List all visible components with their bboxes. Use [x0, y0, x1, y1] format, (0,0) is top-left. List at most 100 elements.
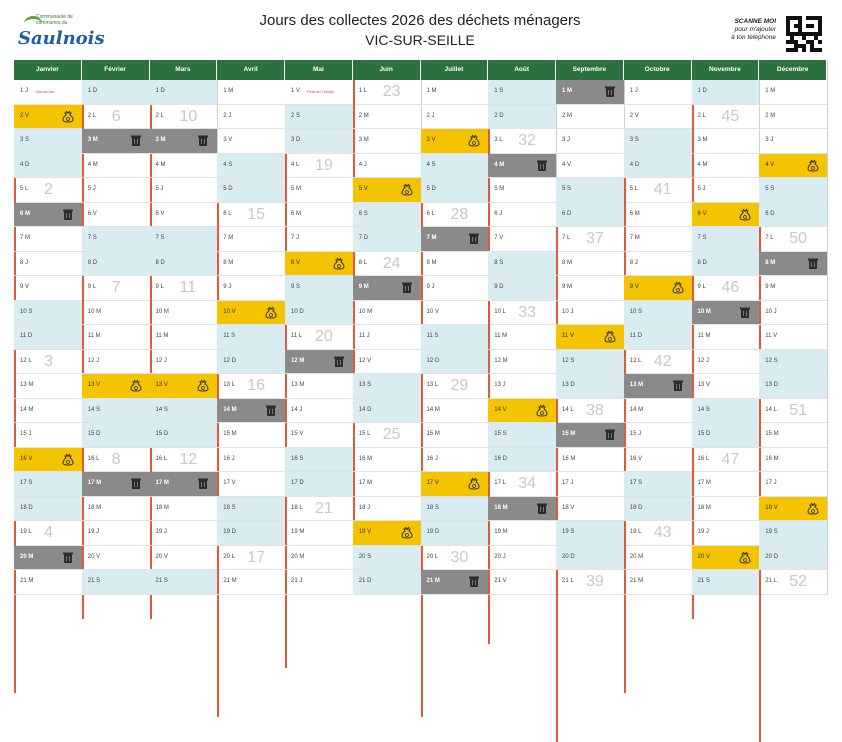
- trash-bin-icon: [130, 477, 142, 490]
- day-cell: 3 S: [14, 129, 82, 154]
- day-label: 2 S: [291, 112, 301, 119]
- day-label: 3 J: [562, 137, 571, 143]
- day-cell: 14 L 51: [759, 398, 827, 570]
- day-label: 13 M: [20, 382, 34, 388]
- day-cell: 9 L 46: [691, 276, 760, 448]
- week-start-line: [149, 276, 152, 448]
- qr-code-icon[interactable]: [786, 16, 822, 52]
- day-label: 3 V: [426, 137, 436, 143]
- day-cell: 5 J: [81, 178, 150, 203]
- month-column-9: Octobre 1 J 2 V 3 S 4 D 5 L 41 6 M 7 M 8 J 9 V 10 S…: [623, 60, 693, 693]
- day-cell-yellow-bag: 2 V: [14, 104, 82, 129]
- week-number: 16: [247, 377, 266, 394]
- trash-bin-icon: [739, 306, 751, 319]
- day-label: 21 L: [765, 578, 777, 584]
- day-label: 16 J: [426, 455, 438, 462]
- day-label: 8 J: [629, 259, 638, 266]
- qr-module: [802, 16, 806, 20]
- qr-module: [786, 32, 790, 36]
- qr-module: [802, 24, 806, 28]
- trash-bin-icon: [536, 502, 548, 515]
- day-label: 4 D: [629, 161, 640, 168]
- qr-module: [810, 16, 814, 20]
- recycling-bag-icon: [807, 159, 819, 172]
- day-label: 12 D: [426, 357, 440, 364]
- qr-module: [802, 44, 806, 48]
- day-cell-bin: 20 M: [14, 545, 82, 570]
- day-label: 2 L: [87, 112, 97, 119]
- day-cell: 14 J: [285, 399, 353, 423]
- day-cell: 6 L 28: [420, 202, 489, 374]
- day-label: 17 D: [291, 480, 304, 486]
- day-cell: 19 M: [285, 521, 353, 546]
- day-cell: 11 M: [81, 325, 150, 350]
- day-cell: 20 M: [623, 546, 692, 570]
- week-number: 28: [450, 205, 469, 223]
- trash-bin-icon: [604, 428, 616, 441]
- day-label: 18 S: [223, 504, 236, 511]
- day-label: 10 J: [765, 308, 777, 315]
- day-cell: 12 L 42: [623, 349, 692, 521]
- holiday-note: Fête du Travail: [307, 89, 334, 94]
- day-cell: 21 L 52: [759, 570, 827, 742]
- day-label: 5 J: [155, 186, 164, 192]
- day-label: 15 D: [155, 431, 169, 437]
- day-cell: 7 M: [14, 227, 82, 252]
- day-cell: 17 J: [556, 472, 624, 497]
- day-label: 5 J: [87, 186, 96, 192]
- day-cell: 2 V: [623, 105, 692, 129]
- day-label: 15 M: [562, 431, 576, 437]
- day-label: 1 V: [291, 88, 301, 94]
- week-number: 19: [315, 156, 333, 174]
- day-cell: 4 M: [691, 154, 760, 178]
- day-label: 7 L: [765, 235, 774, 241]
- day-label: 3 M: [697, 137, 708, 143]
- day-label: 5 S: [562, 186, 572, 192]
- recycling-bag-icon: [807, 502, 819, 515]
- day-cell: 8 J: [14, 252, 82, 276]
- qr-module: [814, 32, 818, 36]
- day-cell-bin: 6 M: [14, 202, 82, 227]
- week-number: 52: [789, 573, 808, 590]
- day-label: 15 J: [629, 431, 642, 437]
- trash-bin-icon: [468, 575, 480, 588]
- day-cell: 17 D: [285, 472, 353, 497]
- day-cell: 15 D: [81, 423, 150, 448]
- day-cell-bin: 4 M: [488, 153, 556, 178]
- day-label: 17 M: [697, 480, 711, 486]
- qr-module: [802, 36, 806, 40]
- day-label: 7 M: [426, 235, 437, 241]
- week-start-line: [352, 251, 355, 423]
- day-label: 12 L: [20, 357, 32, 364]
- day-cell: 16 M: [759, 448, 827, 472]
- day-label: 13 V: [155, 382, 168, 388]
- week-start-line: [488, 129, 491, 301]
- day-cell: 4 S: [217, 153, 285, 178]
- day-label: 13 L: [223, 382, 235, 388]
- day-label: 16 V: [629, 455, 643, 462]
- day-label: 21 M: [20, 578, 34, 584]
- day-cell: 11 M: [691, 325, 760, 350]
- qr-module: [818, 24, 822, 28]
- day-label: 4 M: [697, 161, 708, 168]
- day-label: 18 D: [629, 504, 643, 511]
- day-cell: 17 V: [217, 472, 285, 497]
- day-label: 8 M: [562, 259, 573, 266]
- day-cell-bin: 21 M: [420, 570, 489, 595]
- day-cell: 4 J: [352, 154, 421, 178]
- day-cell: 10 M: [352, 301, 421, 325]
- recycling-bag-icon: [536, 404, 548, 417]
- day-label: 12 S: [765, 357, 778, 364]
- qr-module: [810, 24, 814, 28]
- day-cell: 18 J: [352, 497, 421, 521]
- day-label: 7 D: [358, 235, 369, 241]
- day-cell: 19 D: [420, 521, 489, 546]
- day-cell: 21 M: [623, 570, 692, 595]
- day-label: 3 J: [765, 137, 774, 143]
- week-start-line: [488, 300, 491, 472]
- day-label: 4 S: [223, 161, 233, 168]
- qr-module: [790, 32, 794, 36]
- day-cell-bin: 15 M: [556, 423, 624, 448]
- day-label: 1 S: [494, 88, 504, 94]
- day-cell: 16 D: [488, 447, 556, 472]
